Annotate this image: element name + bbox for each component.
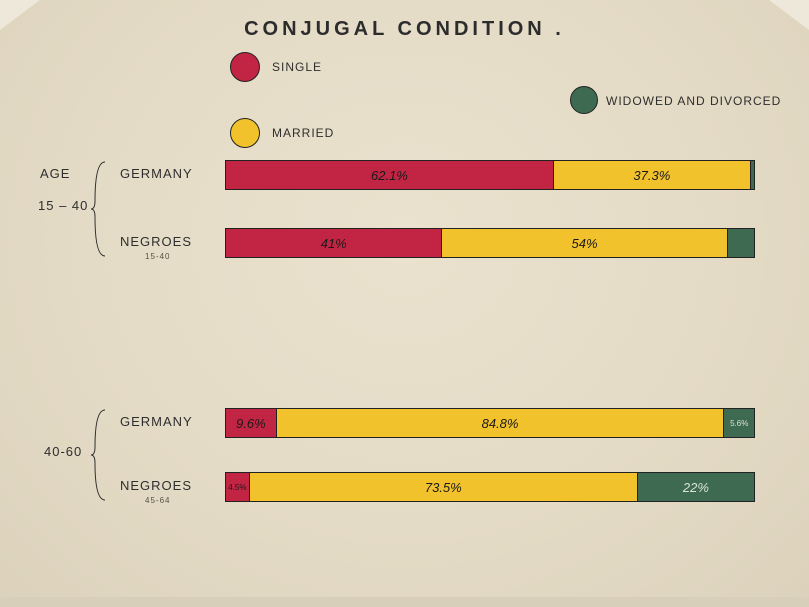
stacked-bar: 9.6% 84.8% 5.6%	[225, 408, 755, 438]
segment-value: 62.1%	[371, 168, 408, 183]
segment-value: 22%	[683, 480, 709, 495]
chart-title: CONJUGAL CONDITION .	[0, 18, 809, 41]
stacked-bar: 62.1% 37.3%	[225, 160, 755, 190]
age-group-label: 40-60	[44, 444, 82, 459]
row-sublabel: 45-64	[145, 496, 170, 505]
stacked-bar: 41% 54%	[225, 228, 755, 258]
bar-segment-single: 62.1%	[226, 161, 554, 189]
age-header: AGE	[40, 166, 70, 181]
row-label: NEGROES	[120, 234, 192, 249]
paper-edge	[0, 597, 809, 607]
bar-segment-widowed: 22%	[638, 473, 754, 501]
stacked-bar: 4.5% 73.5% 22%	[225, 472, 755, 502]
segment-value: 9.6%	[236, 416, 266, 431]
segment-value: 54%	[572, 236, 598, 251]
age-group-label: 15 – 40	[38, 198, 88, 213]
segment-value: 37.3%	[633, 168, 670, 183]
segment-value: 5.6%	[730, 419, 748, 428]
segment-value: 84.8%	[482, 416, 519, 431]
legend-label-single: SINGLE	[272, 60, 322, 74]
segment-value: 4.5%	[228, 483, 246, 492]
legend-dot-single	[230, 52, 260, 82]
legend-dot-widowed	[570, 86, 598, 114]
bar-segment-single: 9.6%	[226, 409, 277, 437]
bar-segment-married: 54%	[442, 229, 727, 257]
bar-segment-married: 73.5%	[250, 473, 638, 501]
brace-icon	[91, 160, 107, 258]
bar-segment-married: 37.3%	[554, 161, 751, 189]
row-label: GERMANY	[120, 414, 193, 429]
chart-canvas: CONJUGAL CONDITION . SINGLE WIDOWED AND D…	[0, 0, 809, 607]
row-sublabel: 15-40	[145, 252, 170, 261]
bar-segment-widowed: 5.6%	[724, 409, 754, 437]
row-label: GERMANY	[120, 166, 193, 181]
brace-icon	[91, 408, 107, 502]
legend-label-widowed: WIDOWED AND DIVORCED	[606, 94, 781, 108]
segment-value: 73.5%	[425, 480, 462, 495]
bar-segment-single: 41%	[226, 229, 442, 257]
bar-segment-widowed	[751, 161, 754, 189]
legend-dot-married	[230, 118, 260, 148]
bar-segment-married: 84.8%	[277, 409, 725, 437]
bar-segment-single: 4.5%	[226, 473, 250, 501]
bar-segment-widowed	[728, 229, 754, 257]
segment-value: 41%	[321, 236, 347, 251]
legend-label-married: MARRIED	[272, 126, 334, 140]
row-label: NEGROES	[120, 478, 192, 493]
